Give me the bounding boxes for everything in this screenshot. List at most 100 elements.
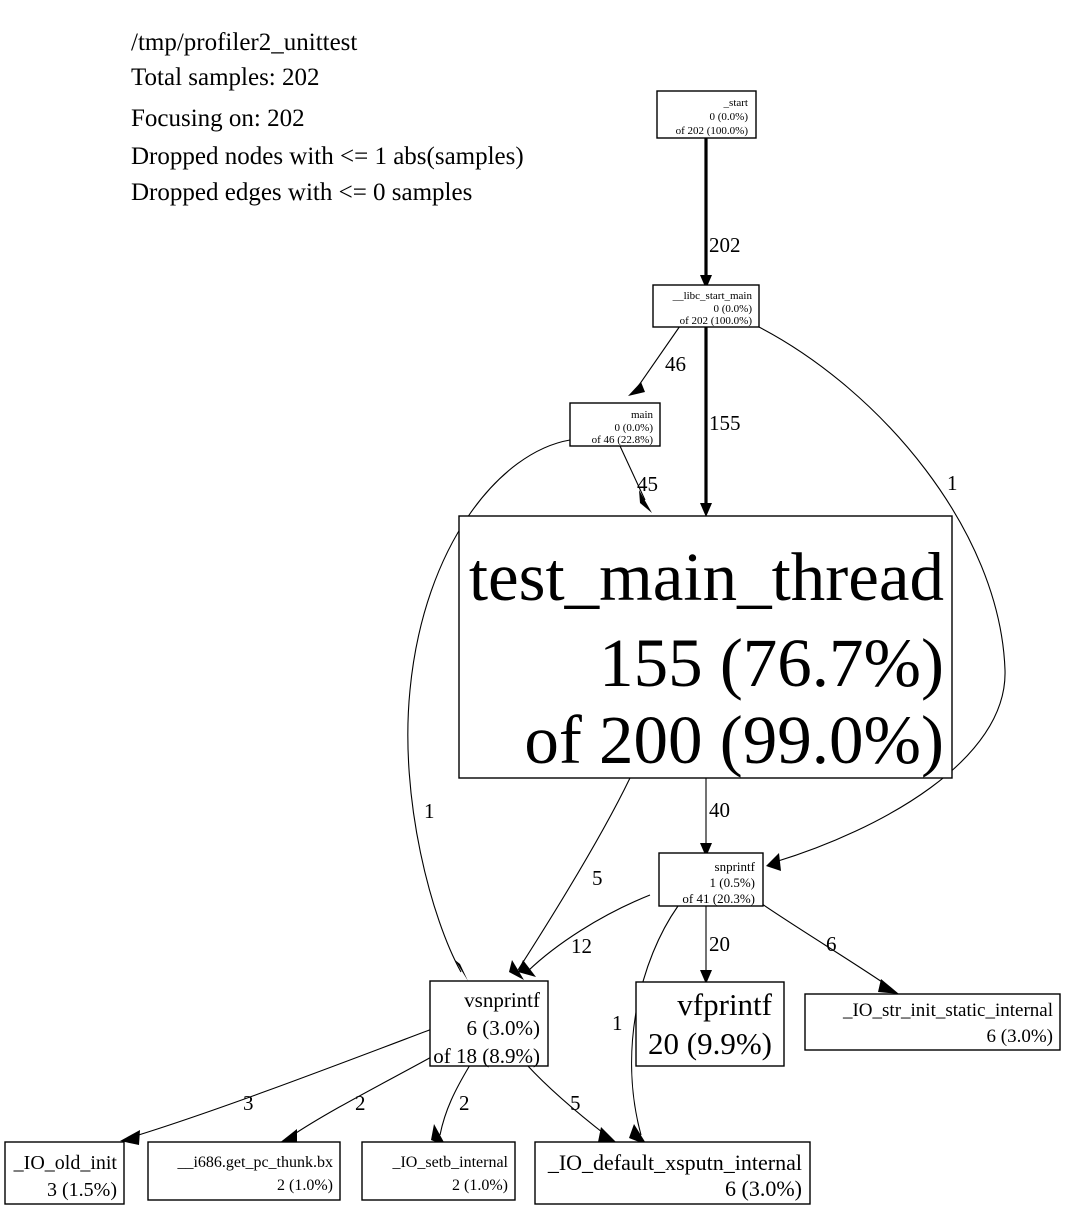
header-total-samples: Total samples: 202 — [131, 64, 320, 91]
node-box-vfprintf[interactable] — [635, 981, 785, 1067]
node-_IO_old_init[interactable]: _IO_old_init 3 (1.5%) — [4, 1141, 125, 1205]
edges-layer: 202 46 155 1 — [120, 138, 1006, 1146]
node-total-main: of 46 (22.8%) — [592, 434, 654, 446]
node-self-_IO_str_init_static_internal: 6 (3.0%) — [987, 1026, 1053, 1047]
edge-libc-start-main-to-snprintf: 1 — [758, 326, 1006, 871]
arrowhead-icon — [629, 1124, 647, 1145]
edge-libc-start-main-to-main: 46 — [628, 325, 686, 396]
edge-start-to-libc-start-main: 202 — [700, 138, 741, 289]
node-name-_IO_default_xsputn_internal: _IO_default_xsputn_internal — [547, 1150, 802, 1175]
arrowhead-icon — [700, 503, 712, 517]
node-box-__i686.get_pc_thunk.bx[interactable] — [147, 1141, 341, 1201]
node-self-__libc_start_main: 0 (0.0%) — [714, 303, 753, 315]
header-dropped-nodes: Dropped nodes with <= 1 abs(samples) — [131, 143, 524, 170]
node-box-_IO_str_init_static_internal[interactable] — [804, 993, 1061, 1051]
node-__libc_start_main[interactable]: __libc_start_main 0 (0.0%) of 202 (100.0… — [652, 284, 760, 328]
edge-main-to-test-main-thread: 45 — [619, 445, 658, 513]
edge-snprintf-to-vfprintf: 20 — [700, 906, 730, 984]
edge-snprintf-to-vsnprintf: 12 — [518, 894, 651, 977]
arrowhead-icon — [700, 843, 712, 857]
node-self-test_main_thread: 155 (76.7%) — [599, 625, 944, 701]
node-name-_start: _start — [723, 97, 748, 109]
edge-label-40: 40 — [709, 798, 730, 822]
node-name-_IO_setb_internal: _IO_setb_internal — [391, 1154, 508, 1171]
node-box-_IO_setb_internal[interactable] — [361, 1141, 516, 1201]
edge-vsnprintf-to-io-setb-internal: 2 — [431, 1064, 471, 1146]
edge-vsnprintf-to-i686-get-pc-thunk: 2 — [278, 1054, 436, 1144]
node-self-snprintf: 1 (0.5%) — [710, 875, 756, 890]
node-box-test_main_thread[interactable] — [458, 515, 953, 779]
edge-label-1-snprintf-xsputn: 1 — [612, 1011, 623, 1035]
edge-libc-start-main-to-test-main-thread: 155 — [700, 326, 741, 517]
node-box-_IO_default_xsputn_internal[interactable] — [534, 1141, 811, 1205]
header-focusing-on: Focusing on: 202 — [131, 105, 305, 132]
edge-test-main-thread-to-snprintf: 40 — [700, 778, 730, 857]
edge-label-2-vsnprintf-i686: 2 — [355, 1091, 366, 1115]
arrowhead-icon — [700, 275, 712, 289]
arrowhead-icon — [120, 1130, 140, 1145]
edge-label-1-main-vsnprintf: 1 — [424, 799, 435, 823]
edge-label-12: 12 — [571, 934, 592, 958]
arrowhead-icon — [455, 960, 468, 981]
arrowhead-icon — [700, 970, 712, 984]
node-vsnprintf[interactable]: vsnprintf 6 (3.0%) of 18 (8.9%) — [429, 980, 549, 1068]
node-_start[interactable]: _start 0 (0.0%) of 202 (100.0%) — [656, 90, 757, 139]
node-main[interactable]: main 0 (0.0%) of 46 (22.8%) — [569, 402, 661, 447]
node-name-main: main — [631, 409, 653, 421]
node-vfprintf[interactable]: vfprintf 20 (9.9%) — [635, 981, 785, 1067]
node-_IO_str_init_static_internal[interactable]: _IO_str_init_static_internal 6 (3.0%) — [804, 993, 1061, 1051]
edge-label-6-snprintf-iostr: 6 — [826, 932, 837, 956]
node-total-snprintf: of 41 (20.3%) — [682, 891, 755, 906]
node-box-vsnprintf[interactable] — [429, 980, 549, 1067]
node-self-vsnprintf: 6 (3.0%) — [467, 1016, 540, 1040]
node-name-_IO_str_init_static_internal: _IO_str_init_static_internal — [842, 1000, 1053, 1021]
node-box-main[interactable] — [569, 402, 661, 447]
node-__i686.get_pc_thunk.bx[interactable]: __i686.get_pc_thunk.bx 2 (1.0%) — [147, 1141, 341, 1201]
edge-main-to-vsnprintf: 1 — [407, 439, 571, 981]
arrowhead-icon — [278, 1129, 297, 1144]
node-test_main_thread[interactable]: test_main_thread 155 (76.7%) of 200 (99.… — [458, 515, 953, 779]
edge-label-5-tmt-vsnprintf: 5 — [592, 866, 603, 890]
node-total-_start: of 202 (100.0%) — [676, 125, 749, 137]
edge-label-2-vsnprintf-setb: 2 — [459, 1091, 470, 1115]
node-box-snprintf[interactable] — [658, 852, 764, 907]
arrowhead-icon — [878, 979, 899, 994]
arrowhead-icon — [518, 960, 536, 977]
node-name-test_main_thread: test_main_thread — [469, 539, 944, 615]
node-self-__i686.get_pc_thunk.bx: 2 (1.0%) — [277, 1177, 333, 1194]
node-total-test_main_thread: of 200 (99.0%) — [524, 702, 944, 778]
node-self-vfprintf: 20 (9.9%) — [648, 1026, 772, 1061]
edge-label-46: 46 — [665, 352, 686, 376]
arrowhead-icon — [598, 1127, 618, 1144]
edge-label-3: 3 — [243, 1091, 254, 1115]
node-name-vfprintf: vfprintf — [677, 987, 772, 1022]
node-box-__libc_start_main[interactable] — [652, 284, 760, 328]
node-name-__libc_start_main: __libc_start_main — [672, 290, 753, 302]
node-_IO_setb_internal[interactable]: _IO_setb_internal 2 (1.0%) — [361, 1141, 516, 1201]
edge-label-1-libc-snprintf: 1 — [947, 471, 958, 495]
node-name-vsnprintf: vsnprintf — [464, 988, 540, 1012]
arrowhead-icon — [509, 960, 524, 980]
arrowhead-icon — [628, 382, 645, 396]
edge-vsnprintf-to-io-default-xsputn: 5 — [526, 1064, 618, 1144]
node-total-vsnprintf: of 18 (8.9%) — [433, 1044, 540, 1068]
node-self-main: 0 (0.0%) — [615, 422, 654, 434]
node-self-_IO_setb_internal: 2 (1.0%) — [452, 1177, 508, 1194]
node-name-__i686.get_pc_thunk.bx: __i686.get_pc_thunk.bx — [176, 1154, 333, 1171]
edge-label-20: 20 — [709, 932, 730, 956]
edge-label-202: 202 — [709, 233, 741, 257]
arrowhead-icon — [766, 853, 781, 871]
edge-label-5-vsnprintf-xsputn: 5 — [570, 1091, 581, 1115]
header-block: /tmp/profiler2_unittest Total samples: 2… — [131, 29, 524, 206]
node-box-_start[interactable] — [656, 90, 757, 139]
node-self-_start: 0 (0.0%) — [710, 111, 749, 123]
edge-vsnprintf-to-io-old-init: 3 — [120, 1028, 433, 1145]
node-snprintf[interactable]: snprintf 1 (0.5%) of 41 (20.3%) — [658, 852, 764, 907]
node-box-_IO_old_init[interactable] — [4, 1141, 125, 1205]
node-name-snprintf: snprintf — [715, 859, 756, 874]
node-_IO_default_xsputn_internal[interactable]: _IO_default_xsputn_internal 6 (3.0%) — [534, 1141, 811, 1205]
nodes-layer: _start 0 (0.0%) of 202 (100.0%) __libc_s… — [4, 90, 1061, 1205]
header-dropped-edges: Dropped edges with <= 0 samples — [131, 179, 472, 206]
